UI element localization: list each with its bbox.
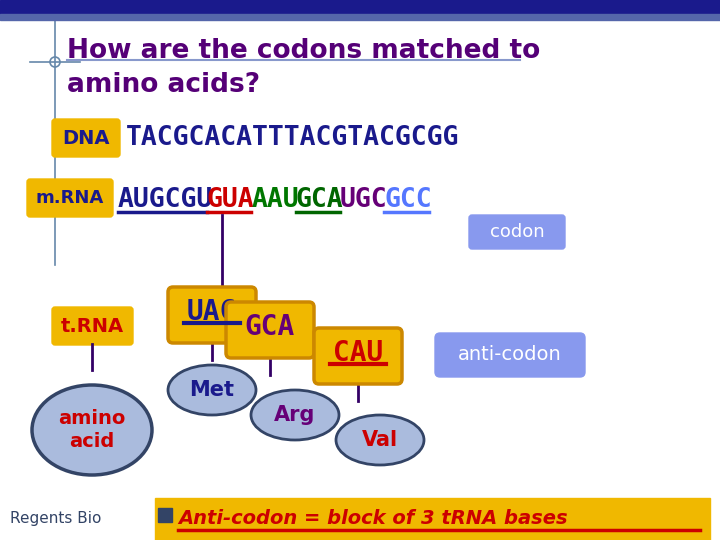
FancyBboxPatch shape	[52, 307, 133, 345]
Text: amino
acid: amino acid	[58, 409, 126, 451]
Text: AAU: AAU	[251, 187, 299, 213]
Text: UGC: UGC	[340, 187, 387, 213]
Text: GUA: GUA	[207, 187, 254, 213]
Text: anti-codon: anti-codon	[458, 346, 562, 365]
Text: m.RNA: m.RNA	[36, 189, 104, 207]
Ellipse shape	[32, 385, 152, 475]
FancyBboxPatch shape	[27, 179, 113, 217]
Ellipse shape	[251, 390, 339, 440]
Ellipse shape	[336, 415, 424, 465]
FancyBboxPatch shape	[314, 328, 402, 384]
Text: codon: codon	[490, 223, 544, 241]
Text: GCC: GCC	[384, 187, 432, 213]
Text: t.RNA: t.RNA	[60, 316, 124, 335]
Bar	[158, 508, 172, 522]
FancyBboxPatch shape	[435, 333, 585, 377]
FancyBboxPatch shape	[469, 215, 565, 249]
Text: Regents Bio: Regents Bio	[10, 511, 102, 526]
Bar	[0, 14, 720, 20]
Text: Val: Val	[362, 430, 398, 450]
Text: CAU: CAU	[333, 339, 383, 367]
FancyBboxPatch shape	[226, 302, 314, 358]
Text: GCA: GCA	[245, 313, 295, 341]
Text: DNA: DNA	[62, 129, 109, 147]
Text: Anti-codon = block of 3 tRNA bases: Anti-codon = block of 3 tRNA bases	[178, 510, 567, 529]
Ellipse shape	[168, 365, 256, 415]
Text: TACGCACATTTACGTACGCGG: TACGCACATTTACGTACGCGG	[126, 125, 459, 151]
Text: How are the codons matched to: How are the codons matched to	[67, 38, 540, 64]
Text: amino acids?: amino acids?	[67, 72, 260, 98]
Text: AUGCGU: AUGCGU	[118, 187, 213, 213]
Text: GCA: GCA	[296, 187, 343, 213]
Text: UAC: UAC	[187, 298, 237, 326]
FancyBboxPatch shape	[168, 287, 256, 343]
Text: Arg: Arg	[274, 405, 315, 425]
Bar	[155, 498, 710, 540]
Bar	[0, 0, 720, 14]
Text: Met: Met	[189, 380, 235, 400]
FancyBboxPatch shape	[52, 119, 120, 157]
